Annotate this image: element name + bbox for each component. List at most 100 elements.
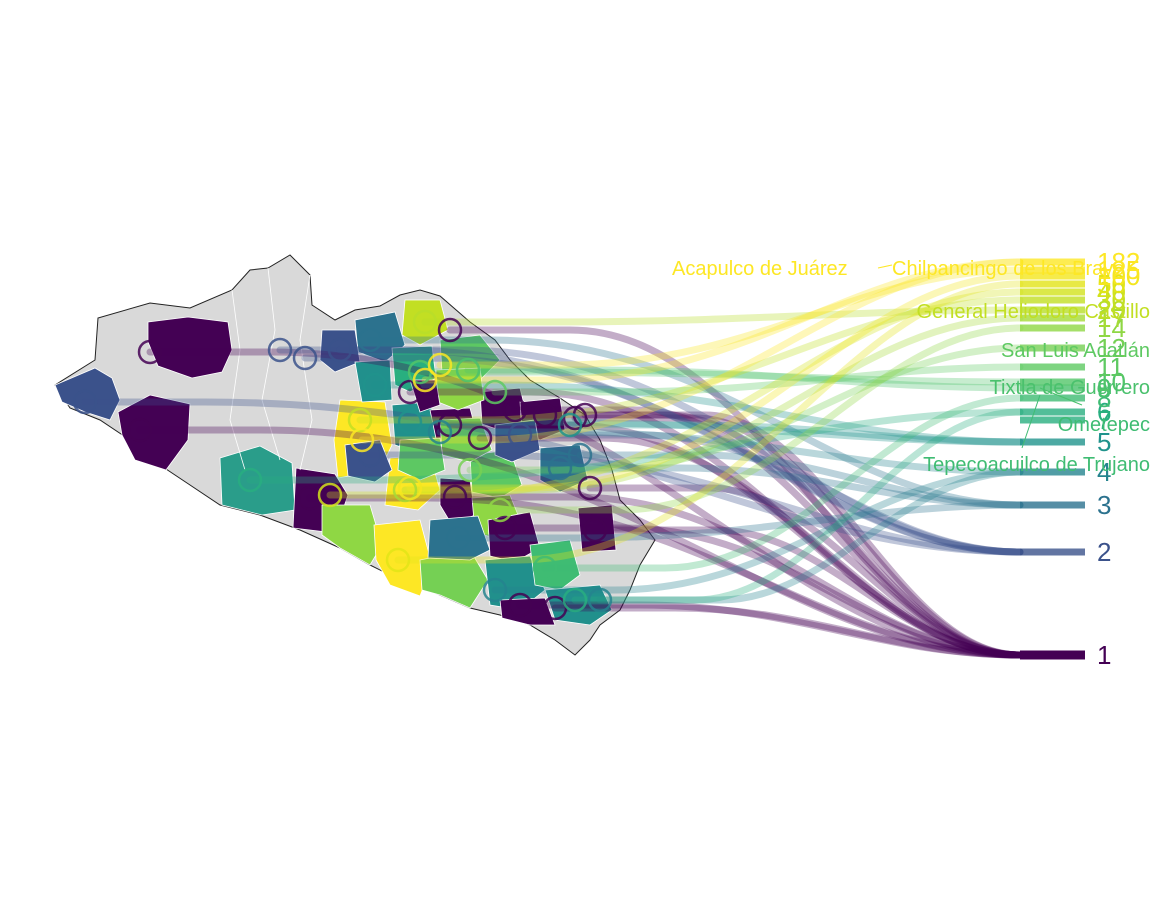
centroid-marker-rank-1 [502, 397, 528, 423]
ribbon-rank-182 [358, 258, 1024, 444]
ribbon-rank-1 [306, 494, 1024, 659]
centroid-marker-rank-1 [442, 484, 468, 510]
ribbon-rank-3 [366, 336, 1024, 509]
rank-label-3: 3 [1097, 490, 1111, 520]
state-map [54, 254, 656, 656]
centroid-markers [72, 309, 613, 621]
ribbon-rank-1 [541, 411, 1024, 659]
municipality-shape [54, 367, 121, 421]
municipality-labels: Acapulco de Juárez Chilpancingo de los B… [672, 258, 1150, 476]
centroid-marker-rank-1 [577, 475, 603, 501]
ribbon-rank-40 [326, 288, 1024, 499]
centroid-marker-rank-4 [587, 587, 613, 613]
centroid-marker-rank-5 [557, 412, 583, 438]
rank-label-6: 6 [1097, 397, 1111, 427]
centroid-marker-rank-2 [357, 442, 383, 468]
ribbon-rank-1 [571, 414, 1024, 659]
ribbon-rank-1 [501, 524, 1024, 659]
centroid-marker-rank-182 [349, 427, 375, 453]
ribbon-rank-5 [371, 381, 1024, 446]
centroid-marker-rank-2 [327, 337, 353, 363]
municipality-label-san-luis: San Luis Acatlán [1001, 340, 1150, 362]
centroid-marker-rank-40 [317, 482, 343, 508]
centroid-marker-rank-3 [357, 327, 383, 353]
centroid-marker-rank-1 [127, 417, 153, 443]
rank-label-30: 30 [1097, 285, 1126, 315]
ribbon-rank-4 [491, 468, 1024, 594]
municipality-label-acapulco: Acapulco de Juárez [672, 258, 848, 280]
rank-label-8: 8 [1097, 383, 1111, 413]
municipality-shape [147, 316, 233, 379]
centroid-marker-rank-4 [427, 419, 453, 445]
rank-label-125: 125 [1097, 255, 1140, 285]
label-leader-line [1039, 387, 1083, 406]
centroid-marker-rank-1 [582, 517, 608, 543]
ribbon-rank-2 [516, 431, 1024, 556]
centroid-marker-rank-5 [397, 409, 423, 435]
ribbon-rank-1 [591, 526, 1024, 659]
municipality-label-chilpancingo: Chilpancingo de los Bravo [892, 258, 1124, 280]
rank-label-100: 100 [1097, 261, 1140, 291]
ribbon-rank-1 [586, 484, 1024, 659]
centroid-marker-rank-2 [72, 389, 98, 415]
ribbon-rank-1 [581, 411, 1024, 659]
centroid-marker-rank-1 [562, 405, 588, 431]
rank-label-4: 4 [1097, 457, 1111, 487]
centroid-marker-rank-4 [482, 577, 508, 603]
ribbon-rank-1 [406, 388, 1024, 659]
ribbon-rank-1 [446, 421, 1024, 659]
ribbon-rank-6 [571, 408, 1024, 604]
ribbon-rank-3 [556, 464, 1024, 509]
centroid-marker-rank-2 [292, 345, 318, 371]
centroid-marker-rank-1 [397, 379, 423, 405]
ribbon-rank-2 [336, 346, 1024, 556]
centroid-marker-rank-3 [445, 525, 471, 551]
centroid-marker-rank-2 [267, 337, 293, 363]
rank-label-11: 11 [1097, 352, 1124, 382]
ribbon-rank-125 [436, 266, 1024, 369]
ribbon-rank-1 [136, 426, 1024, 659]
ribbon-rank-3 [576, 451, 1024, 509]
ribbon-rank-4 [436, 428, 1024, 476]
centroid-marker-rank-125 [427, 352, 453, 378]
ribbon-rank-12 [466, 344, 1024, 474]
ribbon-rank-1 [146, 348, 1024, 659]
centroid-marker-rank-2 [507, 422, 533, 448]
municipality-shape [487, 511, 541, 563]
centroid-marker-rank-1 [437, 317, 463, 343]
ribbon-rank-9 [464, 366, 1024, 392]
ribbon-rank-30 [356, 296, 1024, 424]
label-leader-line [877, 264, 893, 269]
centroid-marker-rank-1 [137, 339, 163, 365]
municipality-shape [117, 394, 191, 471]
rank-label-7: 7 [1097, 405, 1111, 435]
ribbon-rank-182 [421, 258, 1024, 384]
ribbon-rank-11 [491, 363, 1024, 396]
rank-label-50: 50 [1097, 269, 1126, 299]
ribbon-rank-3 [454, 501, 1024, 542]
centroid-marker-rank-6 [562, 587, 588, 613]
ribbon-rank-1 [516, 601, 1024, 659]
bump-ribbons [81, 258, 1024, 659]
ribbon-rank-8 [541, 394, 1024, 572]
centroid-marker-rank-1 [532, 402, 558, 428]
centroid-marker-rank-3 [547, 455, 573, 481]
rank-label-40: 40 [1097, 277, 1126, 307]
ribbon-rank-2 [81, 398, 1024, 556]
ribbon-rank-10 [416, 368, 1024, 386]
centroid-marker-rank-1 [492, 515, 518, 541]
centroid-marker-rank-182 [412, 367, 438, 393]
centroid-marker-rank-8 [532, 555, 558, 581]
ribbon-rank-100 [406, 272, 1024, 492]
ribbon-rank-1 [451, 493, 1024, 659]
centroid-marker-rank-6 [237, 467, 263, 493]
centroid-marker-rank-100 [397, 475, 423, 501]
municipality-borders [229, 267, 313, 471]
centroid-marker-rank-11 [482, 379, 508, 405]
municipality-shape [427, 515, 491, 561]
ribbon-rank-1 [511, 406, 1024, 659]
ribbon-rank-1 [476, 434, 1024, 659]
centroid-marker-rank-20 [412, 309, 438, 335]
